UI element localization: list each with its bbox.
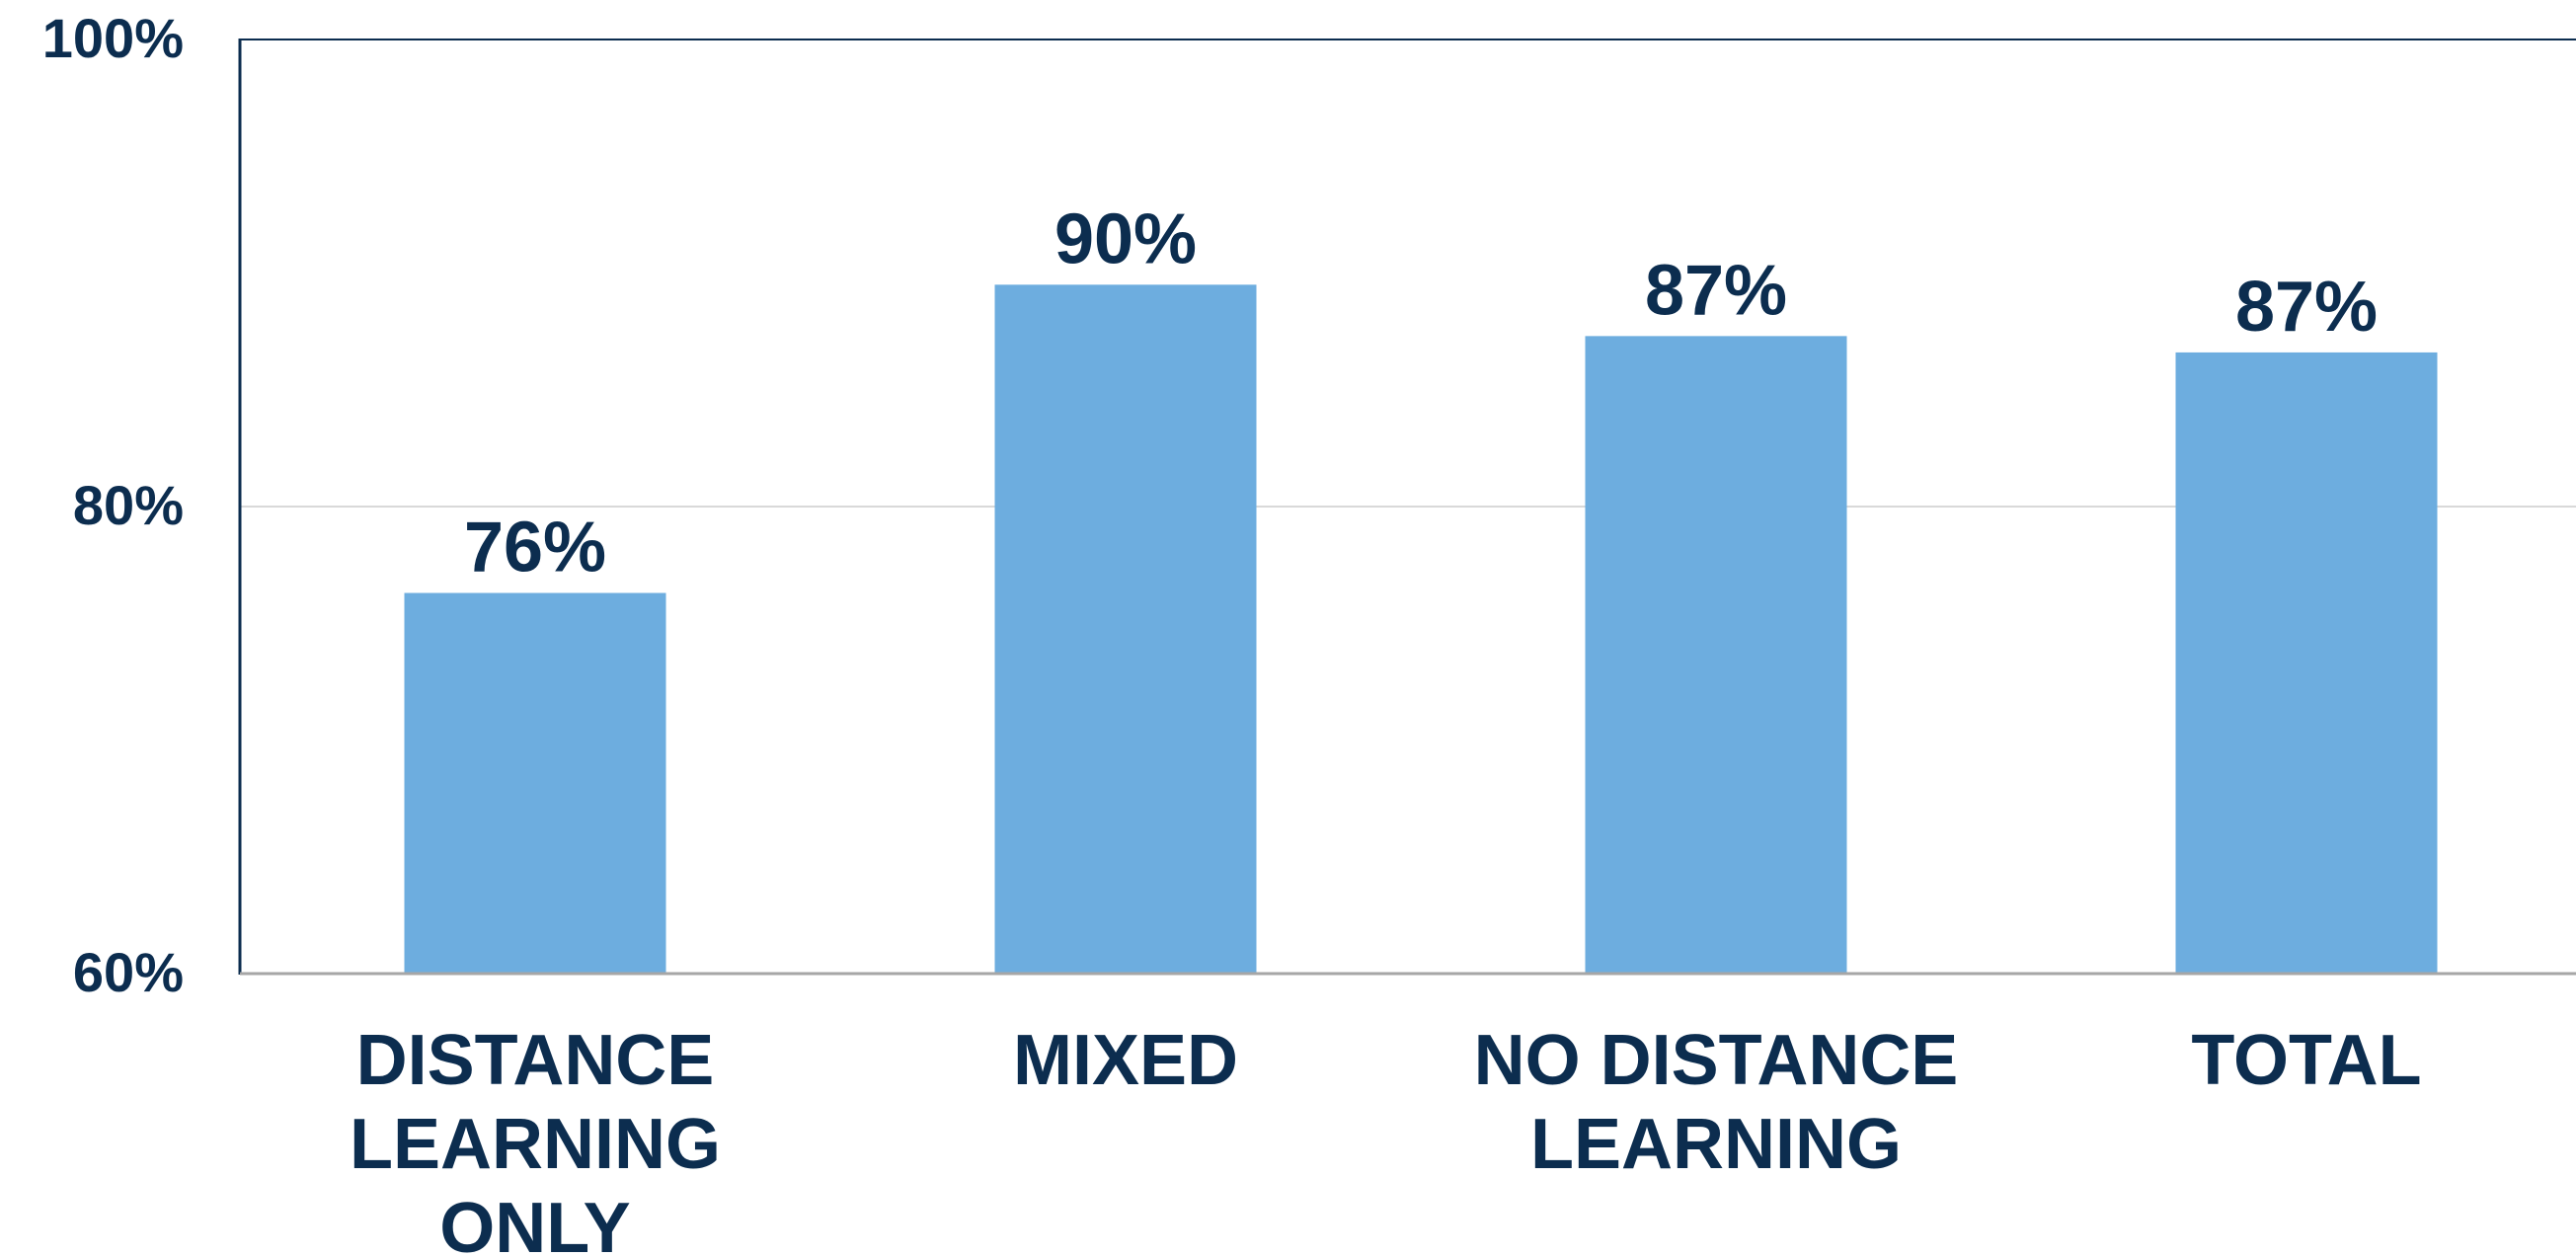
data-label-1: 76% [464, 509, 606, 588]
bar-2 [994, 284, 1257, 974]
data-label-4: 87% [2235, 268, 2378, 347]
category-label-line: LEARNING [350, 1105, 721, 1184]
bar-1 [404, 592, 666, 974]
labels: 60%80%100%76%DISTANCE LEARNING ONLY90%MIXE… [42, 7, 2422, 1257]
y-tick-label-100: 100% [42, 7, 184, 69]
category-label-line: MIXED [1013, 1021, 1238, 1100]
bars [404, 284, 2438, 975]
y-tick-label-80: 80% [73, 474, 184, 536]
category-label-1: DISTANCE LEARNING ONLY [350, 1021, 721, 1257]
bar-4 [2175, 352, 2438, 974]
category-label-4: TOTAL [2191, 1021, 2421, 1100]
axes [238, 39, 2576, 976]
category-label-2: MIXED [1013, 1021, 1238, 1100]
category-label-line: LEARNING [1530, 1105, 1902, 1184]
category-label-line: DISTANCE [356, 1021, 715, 1100]
data-label-2: 90% [1054, 199, 1197, 278]
bar-3 [1585, 336, 1847, 975]
category-label-3: NO DISTANCE LEARNING [1474, 1021, 1959, 1184]
category-label-line: TOTAL [2191, 1021, 2421, 1100]
data-label-3: 87% [1645, 251, 1787, 330]
category-label-line: NO DISTANCE [1474, 1021, 1959, 1100]
category-label-line: ONLY [439, 1189, 630, 1257]
y-tick-label-60: 60% [73, 941, 184, 1003]
